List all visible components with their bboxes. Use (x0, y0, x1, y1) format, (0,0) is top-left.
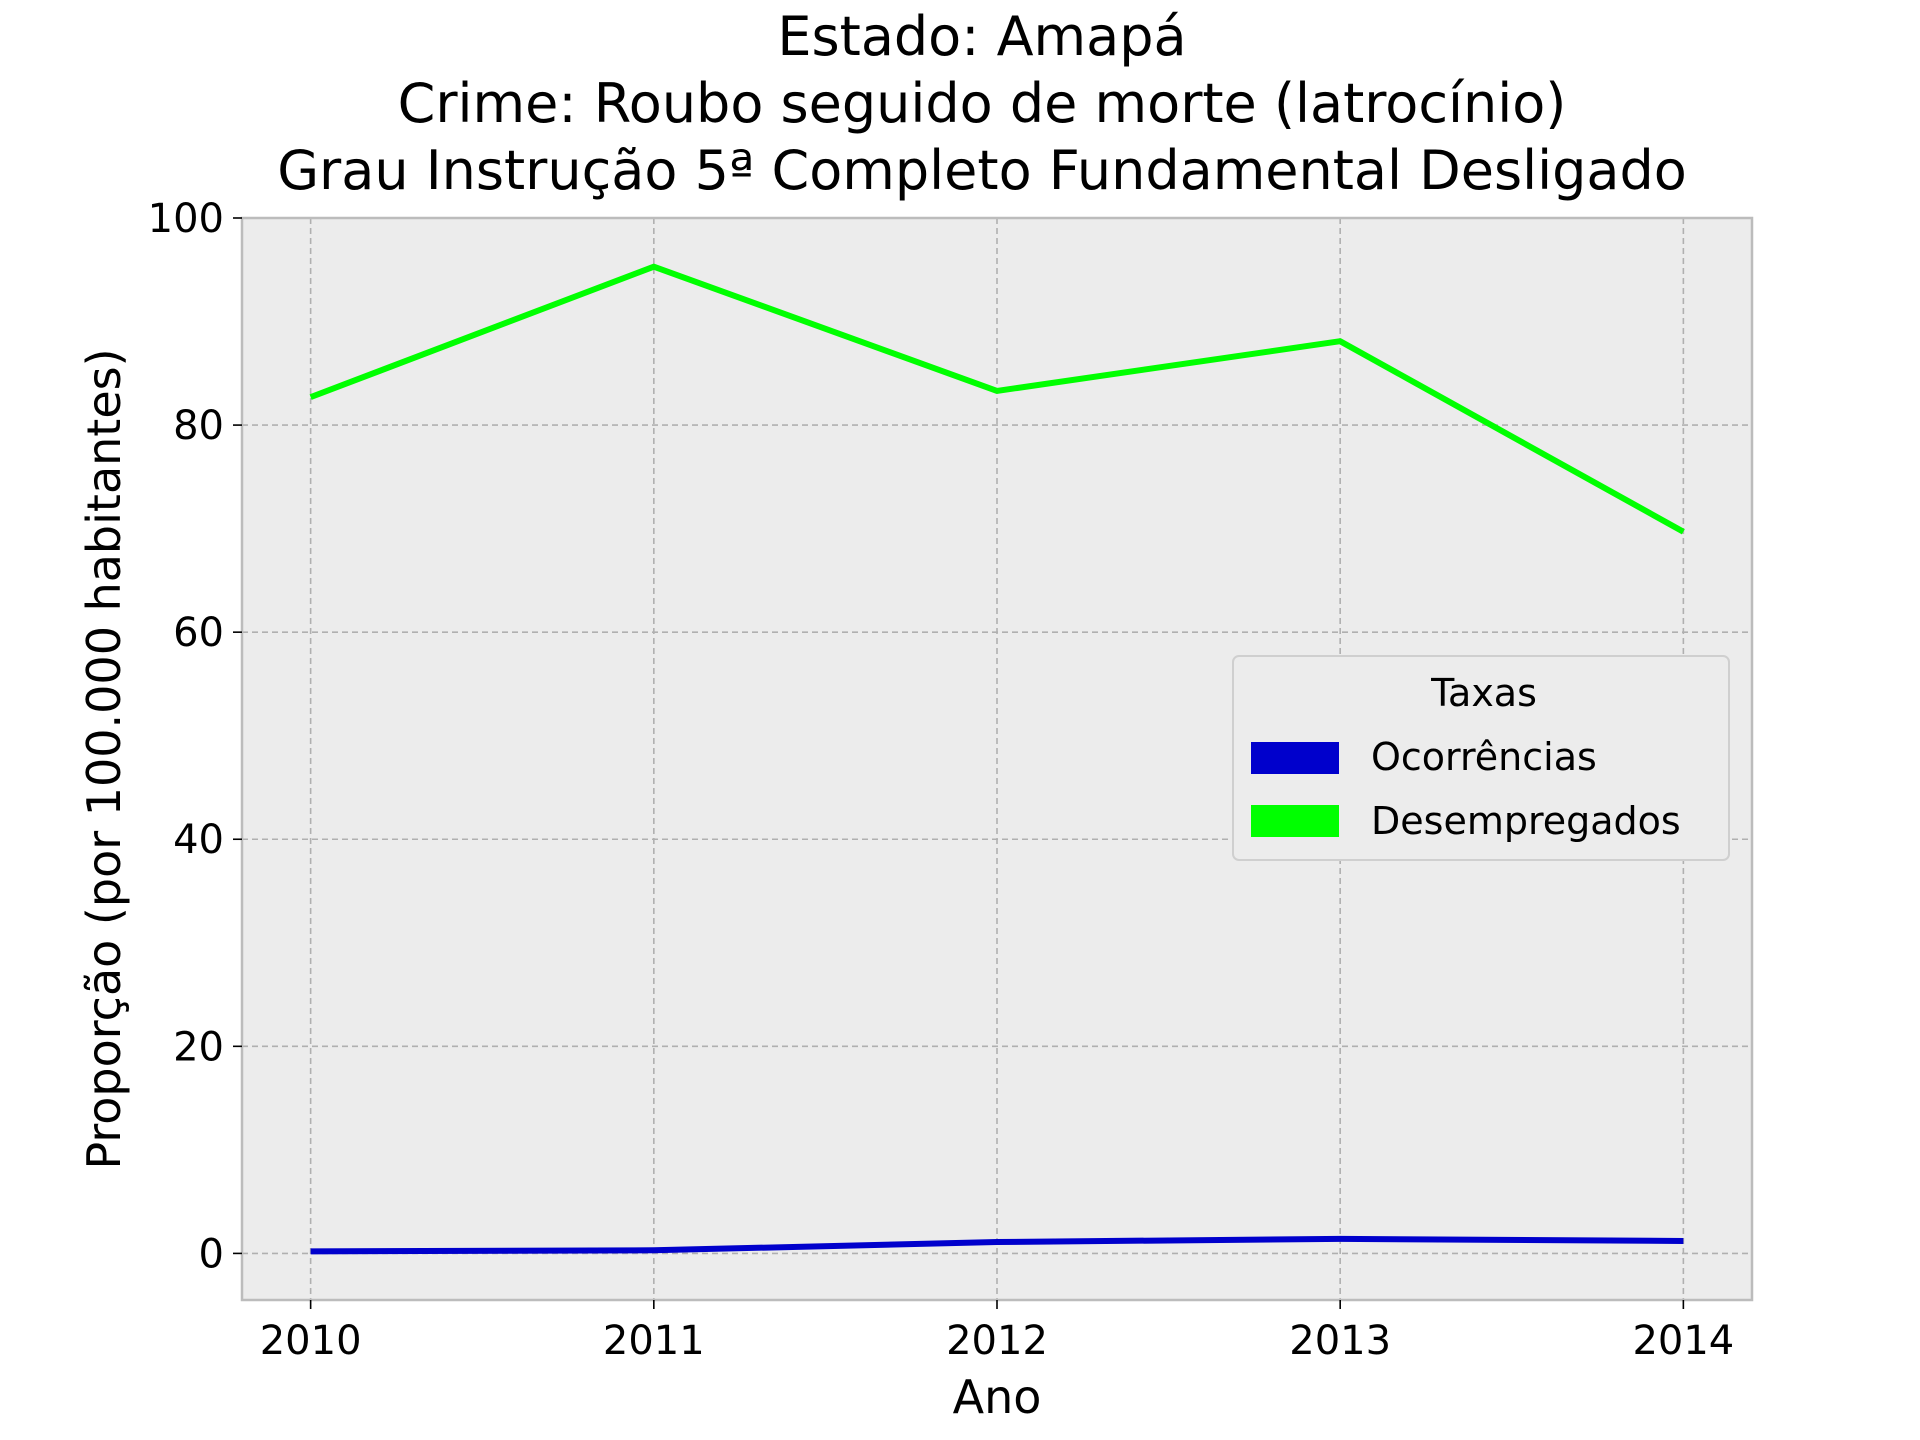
x-tick-label: 2011 (603, 1318, 705, 1364)
y-axis-label: Proporção (por 100.000 habitantes) (77, 348, 131, 1169)
y-tick-label: 20 (173, 1024, 224, 1070)
legend-swatch-desempregados (1251, 805, 1339, 837)
x-tick-label: 2012 (946, 1318, 1048, 1364)
y-tick-label: 0 (199, 1231, 224, 1277)
y-axis-ticks: 0 20 40 60 80 100 (148, 196, 242, 1277)
x-axis-ticks: 2010 2011 2012 2013 2014 (260, 1300, 1734, 1364)
legend-title: Taxas (1430, 671, 1537, 715)
legend: Taxas Ocorrências Desempregados (1232, 655, 1730, 861)
series-lines (309, 263, 1685, 1255)
series-line-desempregados (309, 263, 1685, 535)
series-line-ocorrencias (310, 1235, 1684, 1255)
legend-label-desempregados: Desempregados (1371, 799, 1681, 843)
legend-swatch-ocorrencias (1251, 742, 1339, 774)
y-tick-label: 100 (148, 196, 224, 242)
legend-label-ocorrencias: Ocorrências (1371, 735, 1597, 779)
x-axis-label: Ano (953, 1370, 1042, 1424)
title-line-3: Grau Instrução 5ª Completo Fundamental D… (277, 139, 1687, 202)
x-tick-label: 2010 (260, 1318, 362, 1364)
title-line-1: Estado: Amapá (777, 5, 1186, 68)
x-tick-label: 2013 (1289, 1318, 1391, 1364)
y-tick-label: 60 (173, 610, 224, 656)
legend-box (1232, 655, 1730, 861)
title-line-2: Crime: Roubo seguido de morte (latrocíni… (398, 72, 1567, 135)
x-tick-label: 2014 (1632, 1318, 1734, 1364)
y-tick-label: 40 (173, 817, 224, 863)
chart-title: Estado: Amapá Crime: Roubo seguido de mo… (277, 5, 1687, 202)
y-tick-label: 80 (173, 403, 224, 449)
